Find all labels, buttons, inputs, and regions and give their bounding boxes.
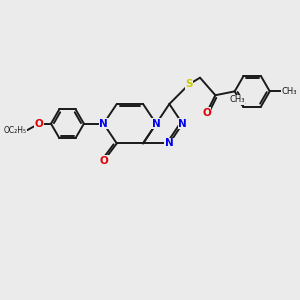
Text: O: O bbox=[202, 108, 211, 118]
Text: N: N bbox=[152, 119, 161, 129]
Text: O: O bbox=[99, 156, 108, 166]
Text: CH₃: CH₃ bbox=[282, 87, 297, 96]
Text: N: N bbox=[178, 119, 187, 129]
Text: N: N bbox=[165, 138, 174, 148]
Text: S: S bbox=[185, 79, 193, 89]
Text: O: O bbox=[34, 119, 43, 129]
Text: OC₂H₅: OC₂H₅ bbox=[4, 126, 27, 135]
Text: N: N bbox=[99, 119, 108, 129]
Text: CH₃: CH₃ bbox=[229, 95, 244, 104]
